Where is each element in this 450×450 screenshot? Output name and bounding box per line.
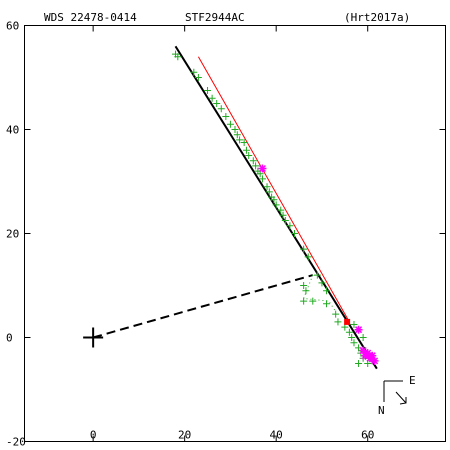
measurement-plus [226, 120, 234, 128]
y-tick-label: 40 [6, 124, 19, 137]
measurement-plus [300, 297, 308, 305]
y-tick-label: 0 [6, 332, 13, 345]
measurement-plus [334, 318, 342, 326]
measurement-plus [300, 245, 308, 253]
measurement-star [363, 349, 372, 358]
measurement-plus [217, 105, 225, 113]
measurement-plus [281, 217, 289, 224]
x-tick-label: 0 [90, 429, 97, 442]
measurement-plus [265, 188, 273, 196]
axis-ticks: 0 20 40 60 -20 0 20 40 60 [6, 20, 446, 449]
plot-frame [24, 25, 446, 442]
measurement-plus [355, 360, 363, 367]
measurement-plus [174, 53, 182, 61]
compass-north-label: N [378, 404, 385, 417]
y-tick-label: 60 [6, 20, 19, 33]
measurement-plus [252, 162, 260, 170]
measurement-plus [318, 279, 326, 287]
measurement-plus [313, 271, 321, 279]
measurement-plus [345, 328, 353, 336]
data-points [83, 50, 379, 367]
measurement-plus [242, 146, 250, 154]
residual-guide-line [302, 274, 337, 312]
measurement-star [258, 164, 267, 173]
header-discoverer: STF2944AC [185, 11, 245, 24]
y-tick-label: 20 [6, 228, 19, 241]
measurement-plus [348, 334, 356, 341]
measurement-plus [277, 206, 285, 214]
measurement-plus [213, 100, 221, 107]
measurement-star [359, 346, 368, 355]
measurement-plus [263, 183, 271, 191]
measurement-plus [233, 131, 241, 139]
motion-arrow-shaft [395, 391, 407, 404]
measurement-plus [245, 152, 253, 159]
measurement-plus [204, 87, 212, 94]
header-reference: (Hrt2017a) [344, 11, 410, 24]
measurement-plus [323, 287, 331, 295]
measurement-star [368, 351, 377, 360]
measurement-star [370, 356, 379, 365]
measurement-plus [304, 253, 312, 261]
measurement-plus [350, 321, 358, 328]
measurement-plus [249, 157, 257, 165]
linear-fit-line [197, 56, 350, 323]
x-tick-label: 20 [178, 429, 191, 442]
compass-east-label: E [409, 374, 416, 387]
x-tick-label: 40 [270, 429, 283, 442]
measurement-plus [279, 211, 287, 219]
measurement-plus [231, 126, 239, 133]
measurement-plus [222, 113, 230, 120]
measurement-plus [290, 230, 298, 237]
measurement-plus [272, 201, 280, 209]
measurement-star [354, 325, 363, 334]
fit-lines [92, 45, 378, 370]
measurement-plus [194, 74, 202, 81]
x-tick-label: 60 [361, 429, 374, 442]
measurement-plus [350, 339, 358, 347]
measurement-plus [332, 310, 340, 318]
header-wds: WDS 22478-0414 [44, 11, 137, 24]
measurement-plus [302, 287, 310, 295]
measurement-plus [359, 334, 367, 341]
measurement-plus [300, 282, 308, 289]
periastron-connector [92, 274, 314, 339]
motion-arrow-head [399, 397, 407, 405]
measurement-plus [270, 196, 278, 204]
measurement-plus [190, 68, 198, 76]
measurement-plus [236, 136, 244, 144]
y-tick-label: -20 [6, 436, 26, 449]
measurement-plus [323, 300, 331, 308]
measurement-plus [240, 139, 248, 146]
measurement-square [344, 318, 351, 325]
measurement-plus [309, 297, 317, 305]
measurement-plus [208, 94, 216, 102]
compass: E N [378, 374, 416, 417]
measurement-plus [286, 222, 294, 230]
measurement-plus [258, 175, 266, 183]
